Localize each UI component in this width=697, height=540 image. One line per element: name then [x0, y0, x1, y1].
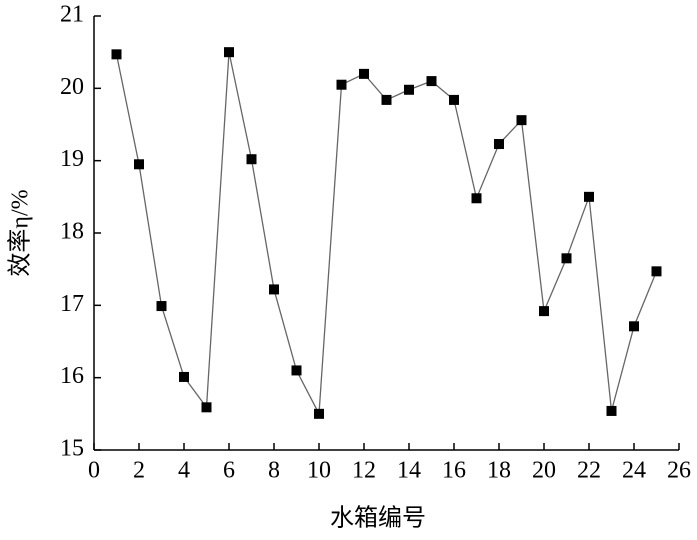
- data-point: [291, 365, 302, 376]
- y-tick-label: 19: [60, 146, 84, 172]
- y-tick-label: 18: [60, 219, 84, 245]
- x-tick-label: 16: [442, 458, 466, 484]
- x-tick-label: 14: [397, 458, 421, 484]
- x-tick-label: 2: [133, 458, 145, 484]
- data-point: [629, 321, 639, 332]
- y-tick-label: 15: [60, 436, 84, 462]
- data-point: [426, 76, 437, 87]
- data-point: [404, 84, 414, 95]
- x-axis-label: 水箱编号: [330, 505, 426, 532]
- data-point: [359, 68, 369, 79]
- data-point: [494, 139, 504, 150]
- data-point: [201, 402, 212, 413]
- x-tick-label: 4: [178, 458, 190, 484]
- y-axis-label: 效率η/%: [7, 189, 34, 276]
- data-point: [156, 301, 167, 312]
- x-tick-label: 12: [352, 458, 376, 484]
- data-point: [516, 115, 527, 126]
- data-point: [246, 154, 257, 165]
- x-tick-label: 10: [307, 458, 331, 484]
- y-tick-label: 17: [60, 291, 84, 317]
- data-point: [179, 371, 189, 382]
- x-tick-label: 22: [577, 458, 601, 484]
- data-point: [651, 266, 662, 277]
- x-tick-label: 26: [667, 458, 691, 484]
- y-tick-label: 16: [60, 363, 84, 389]
- data-point: [134, 159, 144, 170]
- x-tick-label: 6: [223, 458, 235, 484]
- x-tick-label: 8: [268, 458, 280, 484]
- data-point: [471, 193, 482, 204]
- y-tick-label: 20: [60, 74, 84, 100]
- x-tick-label: 18: [487, 458, 511, 484]
- x-tick-label: 24: [622, 458, 646, 484]
- data-point: [584, 191, 594, 202]
- data-point: [561, 253, 572, 264]
- data-point: [314, 408, 324, 419]
- y-tick-label: 21: [60, 2, 84, 28]
- data-point: [381, 94, 392, 105]
- data-point: [449, 94, 459, 105]
- data-point: [224, 47, 234, 58]
- data-point: [336, 79, 347, 90]
- x-tick-label: 20: [532, 458, 556, 484]
- x-tick-label: 0: [88, 458, 100, 484]
- data-point: [111, 49, 122, 60]
- data-point: [539, 306, 549, 317]
- data-point: [269, 284, 279, 295]
- series-line: [115, 52, 658, 417]
- data-point: [606, 405, 617, 416]
